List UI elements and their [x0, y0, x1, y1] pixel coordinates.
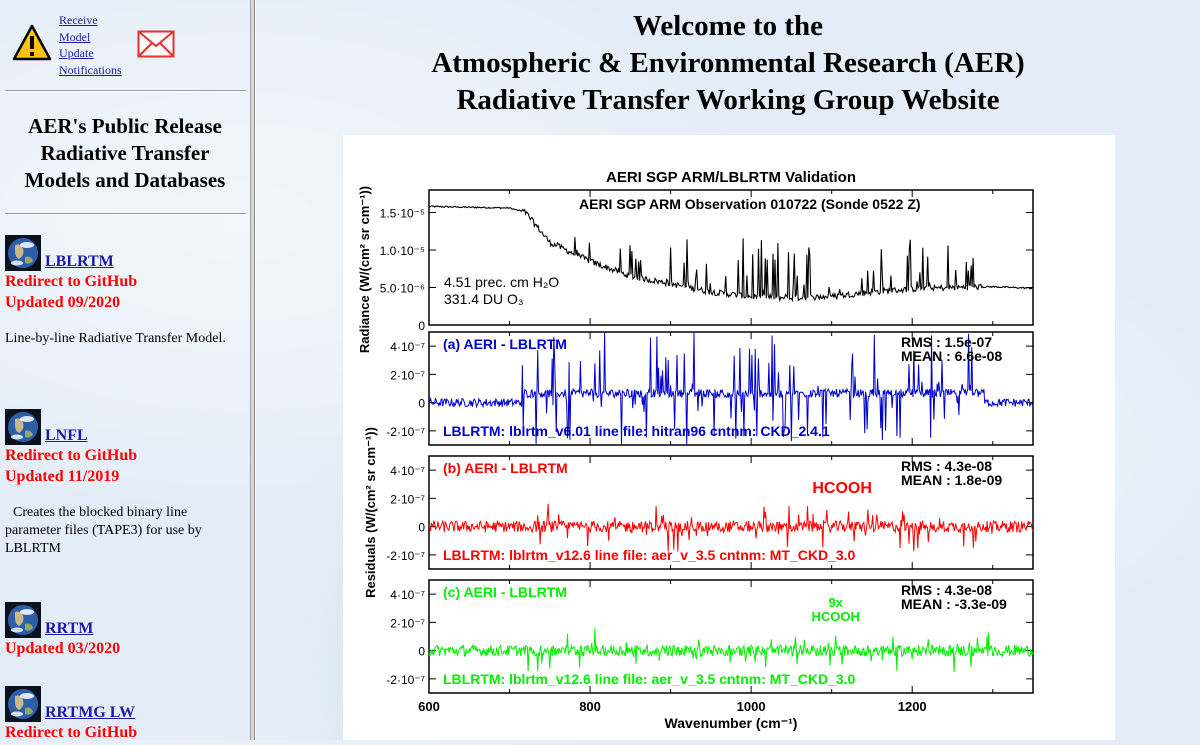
panel-note: 9x: [828, 595, 843, 610]
model-link-lblrtm[interactable]: LBLRTM: [45, 253, 114, 270]
panel-annotation: 4.51 prec. cm H₂O: [444, 274, 559, 290]
panel-stats: RMS : 4.3e-08: [901, 582, 992, 598]
model-status: Redirect to GitHub: [5, 273, 138, 290]
y-tick-label: -2·10⁻⁷: [386, 549, 425, 563]
panel-label: (b) AERI - LBLRTM: [443, 460, 568, 476]
notification-link[interactable]: Receive Model Update Notifications: [59, 12, 122, 78]
x-tick-label: 1200: [898, 699, 927, 714]
globe-icon[interactable]: [5, 409, 41, 445]
warning-icon: [12, 24, 52, 61]
y-tick-label: 1.0·10⁻⁵: [380, 244, 425, 258]
panel-note: HCOOH: [812, 480, 872, 497]
y-tick-label: 0: [418, 319, 425, 333]
model-entry-lblrtm: LBLRTM Redirect to GitHub Updated 09/202…: [5, 235, 245, 348]
y-tick-label: -2·10⁻⁷: [386, 425, 425, 439]
model-link-rrtmg-lw[interactable]: RRTMG LW: [45, 704, 135, 721]
panel-stats: RMS : 1.5e-07: [901, 334, 992, 350]
notification-block: Receive Model Update Notifications: [12, 12, 248, 82]
y-tick-label: 2·10⁻⁷: [390, 368, 425, 382]
y-axis-label: Radiance (W/(cm² sr cm⁻¹)): [357, 186, 372, 353]
plot-frame: [428, 189, 1034, 326]
y-axis-label: Residuals (W/(cm² sr cm⁻¹)): [363, 427, 378, 598]
y-tick-label: 0: [418, 397, 425, 411]
panel-note: HCOOH: [811, 609, 859, 624]
divider: [5, 90, 246, 92]
validation-chart: AERI SGP ARM/LBLRTM Validation 1.5·10⁻⁵ 1.…: [357, 169, 1034, 731]
x-tick-label: 800: [579, 699, 601, 714]
notification-link-line[interactable]: Notifications: [59, 62, 122, 77]
left-navigation-frame: Receive Model Update Notifications AER's…: [0, 0, 250, 740]
chart-title: AERI SGP ARM/LBLRTM Validation: [606, 169, 856, 186]
model-entry-lnfl: LNFL Redirect to GitHub Updated 11/2019 …: [5, 409, 245, 558]
residual-series-line: [428, 628, 1034, 673]
model-status: Updated 11/2019: [5, 468, 120, 485]
y-tick-label: 4·10⁻⁷: [390, 340, 425, 354]
model-link-lnfl[interactable]: LNFL: [45, 427, 88, 444]
plot-frame: [428, 331, 1034, 446]
panel-stats: MEAN : 1.8e-09: [901, 472, 1002, 488]
y-tick-label: 0: [418, 645, 425, 659]
plot-frame: [428, 455, 1034, 570]
divider: [5, 213, 246, 215]
residual-series-line: [428, 503, 1034, 552]
radiance-series-line: [428, 205, 1033, 303]
y-tick-label: 5.0·10⁻⁶: [380, 282, 425, 296]
y-tick-label: 1.5·10⁻⁵: [380, 207, 425, 221]
page-title-line: Radiative Transfer Working Group Website: [456, 84, 1000, 116]
model-entry-rrtmg-lw: RRTMG LW Redirect to GitHub: [5, 686, 245, 740]
residual-series-line: [428, 331, 1034, 445]
y-tick-label: 2·10⁻⁷: [390, 492, 425, 506]
page-title: Welcome to the Atmospheric & Environment…: [256, 8, 1200, 119]
y-tick-label: 2·10⁻⁷: [390, 616, 425, 630]
panel-footer: LBLRTM: lblrtm_v6.01 line file: hitran96…: [443, 423, 830, 439]
sidebar-title-line: Radiative Transfer: [40, 141, 210, 165]
model-status: Updated 09/2020: [5, 294, 121, 311]
y-tick-label: -2·10⁻⁷: [386, 673, 425, 687]
panel-footer: LBLRTM: lblrtm_v12.6 line file: aer_v_3.…: [443, 547, 856, 563]
notification-link-line[interactable]: Model: [59, 29, 91, 44]
globe-icon[interactable]: [5, 602, 41, 638]
sidebar-title-line: AER's Public Release: [28, 114, 222, 138]
x-tick-label: 600: [418, 699, 440, 714]
validation-figure: AERI SGP ARM/LBLRTM Validation 1.5·10⁻⁵ 1.…: [343, 135, 1115, 740]
panel-stats: RMS : 4.3e-08: [901, 458, 992, 474]
model-link-rrtm[interactable]: RRTM: [45, 620, 94, 637]
sidebar-title: AER's Public Release Radiative Transfer …: [0, 113, 250, 194]
mail-icon[interactable]: [137, 30, 175, 58]
panel-annotation: 331.4 DU O₃: [444, 291, 524, 307]
panel-label: (c) AERI - LBLRTM: [443, 584, 567, 600]
y-tick-label: 0: [418, 521, 425, 535]
model-status: Redirect to GitHub: [5, 447, 138, 464]
plot-frame: [428, 579, 1034, 694]
page-title-line: Welcome to the: [632, 10, 824, 42]
model-description: Creates the blocked binary line paramete…: [5, 505, 202, 556]
page-title-line: Atmospheric & Environmental Research (AE…: [431, 47, 1025, 79]
y-tick-label: 4·10⁻⁷: [390, 464, 425, 478]
sidebar-title-line: Models and Databases: [24, 168, 226, 192]
frame-splitter[interactable]: [250, 0, 256, 740]
panel-footer: LBLRTM: lblrtm_v12.6 line file: aer_v_3.…: [443, 671, 856, 687]
notification-link-line[interactable]: Update: [59, 46, 94, 60]
model-entry-rrtm: RRTM Updated 03/2020: [5, 602, 245, 659]
y-tick-label: 4·10⁻⁷: [390, 588, 425, 602]
panel-heading: AERI SGP ARM Observation 010722 (Sonde 0…: [579, 196, 921, 212]
globe-icon[interactable]: [5, 686, 41, 722]
panel-stats: MEAN : 6.6e-08: [901, 348, 1002, 364]
x-axis-label: Wavenumber (cm⁻¹): [665, 715, 798, 731]
x-tick-label: 1000: [737, 699, 766, 714]
model-description: Line-by-line Radiative Transfer Model.: [5, 331, 226, 346]
panel-label: (a) AERI - LBLRTM: [443, 336, 567, 352]
panel-stats: MEAN : -3.3e-09: [901, 596, 1007, 612]
globe-icon[interactable]: [5, 235, 41, 271]
model-status: Redirect to GitHub: [5, 724, 138, 740]
notification-link-line[interactable]: Receive: [59, 13, 98, 27]
model-status: Updated 03/2020: [5, 640, 121, 657]
